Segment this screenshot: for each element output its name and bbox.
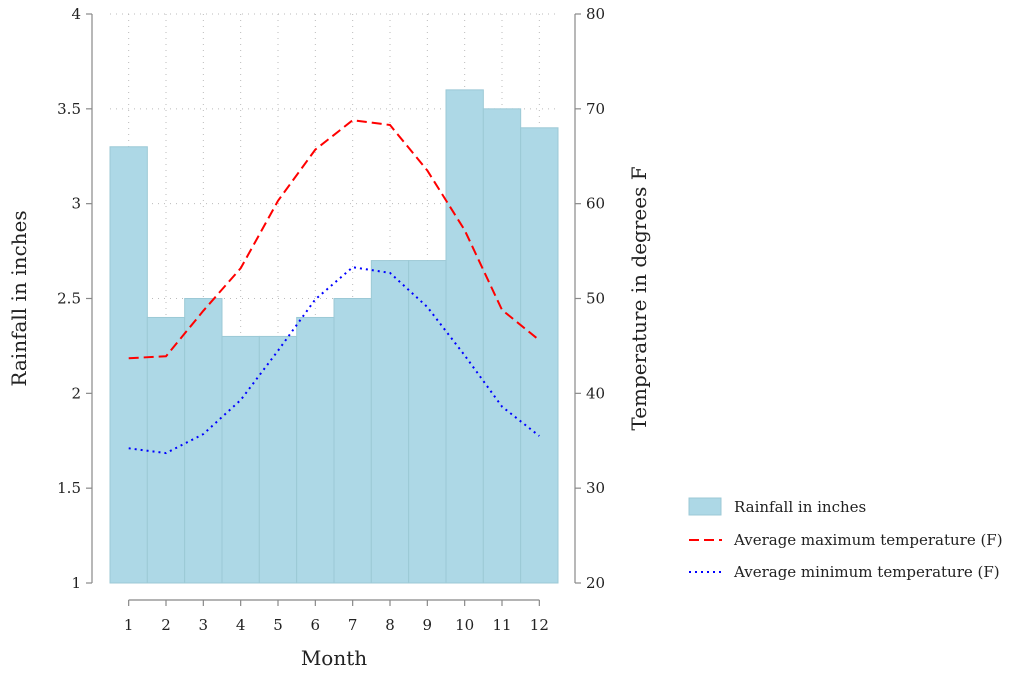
- rainfall-bar: [520, 127, 559, 584]
- y-axis-right-ticks: 20 30 40 50 60 70 80: [575, 5, 605, 592]
- x-tick-label: 3: [199, 616, 209, 634]
- y-axis-left-ticks: 1 1.5 2 2.5 3 3.5 4: [57, 5, 92, 592]
- y-tick-label-right: 80: [586, 5, 605, 23]
- y-tick-label-left: 2.5: [57, 290, 81, 308]
- y-tick-label-right: 30: [586, 479, 605, 497]
- legend: Rainfall in inches Average maximum tempe…: [688, 497, 1003, 581]
- y-tick-label-left: 2: [71, 384, 81, 402]
- y-tick-label-left: 3: [71, 195, 81, 213]
- rainfall-bar: [408, 260, 447, 584]
- y-axis-left-title: Rainfall in inches: [7, 210, 31, 386]
- x-tick-label: 1: [124, 616, 134, 634]
- x-tick-label: 6: [311, 616, 321, 634]
- legend-label-min-temp: Average minimum temperature (F): [733, 563, 1000, 581]
- y-tick-label-right: 70: [586, 100, 605, 118]
- temperature-lines: [128, 119, 540, 455]
- rainfall-bar: [146, 316, 186, 584]
- y-tick-label-right: 60: [586, 195, 605, 213]
- min-temp-line: [128, 266, 540, 455]
- x-tick-label: 5: [273, 616, 283, 634]
- rainfall-bar: [184, 298, 223, 584]
- y-axis-right-title: Temperature in degrees F: [627, 166, 651, 430]
- rainfall-bar: [333, 298, 372, 584]
- x-axis-ticks: 1 2 3 4 5 6 7 8 9 10 11 12: [124, 600, 549, 634]
- y-tick-label-right: 20: [586, 574, 605, 592]
- legend-swatch-rainfall: [688, 497, 722, 516]
- rainfall-bar: [109, 146, 148, 584]
- x-tick-label: 12: [530, 616, 549, 634]
- x-tick-label: 10: [455, 616, 474, 634]
- x-tick-label: 4: [236, 616, 246, 634]
- rainfall-bar: [258, 335, 298, 584]
- y-tick-label-left: 3.5: [57, 100, 81, 118]
- x-tick-label: 8: [385, 616, 395, 634]
- x-tick-label: 7: [348, 616, 358, 634]
- max-temp-line: [128, 119, 540, 360]
- rainfall-bar: [445, 89, 484, 584]
- rainfall-bars: [109, 89, 559, 584]
- y-tick-label-left: 1: [71, 574, 81, 592]
- rainfall-bar: [296, 316, 335, 584]
- x-tick-label: 2: [161, 616, 171, 634]
- x-tick-label: 9: [423, 616, 433, 634]
- x-tick-label: 11: [492, 616, 511, 634]
- rainfall-bar: [221, 335, 260, 584]
- rainfall-bar: [370, 260, 410, 584]
- y-tick-label-right: 40: [586, 384, 605, 402]
- legend-label-rainfall: Rainfall in inches: [734, 498, 866, 516]
- y-tick-label-right: 50: [586, 290, 605, 308]
- rainfall-bar: [482, 108, 522, 584]
- y-tick-label-left: 4: [71, 5, 81, 23]
- x-axis-title: Month: [301, 646, 367, 670]
- legend-label-max-temp: Average maximum temperature (F): [733, 531, 1003, 549]
- y-tick-label-left: 1.5: [57, 479, 81, 497]
